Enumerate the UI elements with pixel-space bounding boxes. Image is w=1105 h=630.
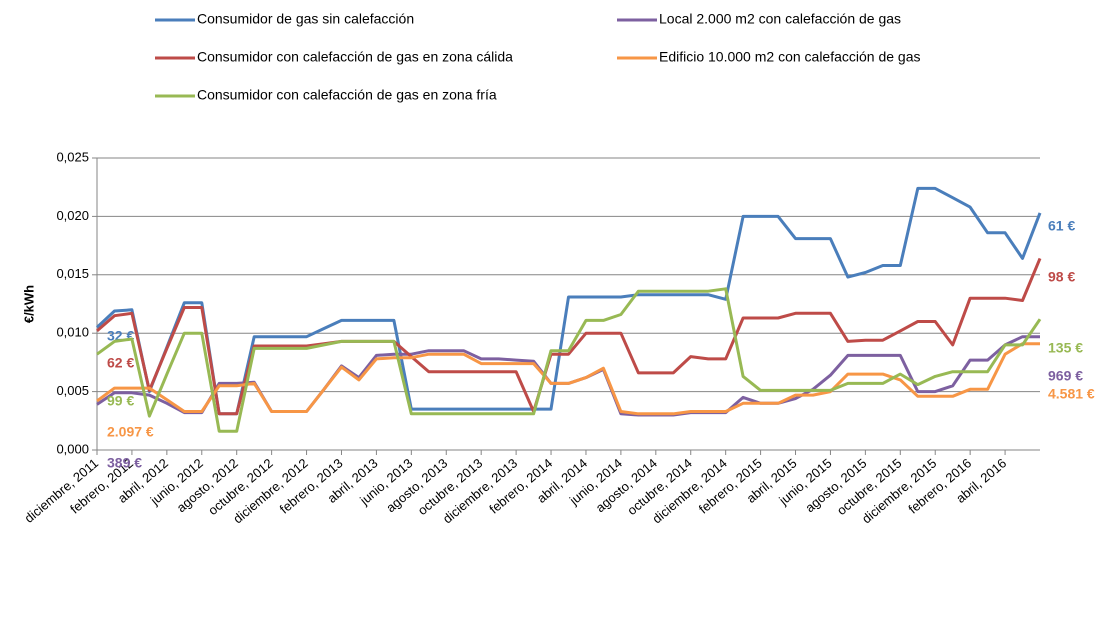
series-line bbox=[96, 257, 1042, 416]
legend-label: Consumidor con calefacción de gas en zon… bbox=[197, 87, 497, 103]
y-tick-label: 0,015 bbox=[56, 266, 89, 281]
y-tick-label: 0,010 bbox=[56, 325, 89, 340]
start-label: 62 € bbox=[107, 355, 134, 371]
series-line bbox=[96, 287, 1042, 433]
end-label: 969 € bbox=[1048, 368, 1083, 384]
y-tick-label: 0,000 bbox=[56, 441, 89, 456]
start-label: 99 € bbox=[107, 393, 134, 409]
legend-label: Consumidor de gas sin calefacción bbox=[197, 11, 414, 27]
y-tick-label: 0,025 bbox=[56, 149, 89, 164]
start-label: 2.097 € bbox=[107, 424, 154, 440]
y-axis-label: €/kWh bbox=[21, 285, 36, 323]
y-tick-label: 0,005 bbox=[56, 383, 89, 398]
legend-label: Local 2.000 m2 con calefacción de gas bbox=[659, 11, 901, 27]
start-label: 389 € bbox=[107, 455, 142, 471]
series-line bbox=[95, 186, 1042, 416]
end-label: 135 € bbox=[1048, 340, 1083, 356]
y-tick-label: 0,020 bbox=[56, 208, 89, 223]
legend-label: Consumidor con calefacción de gas en zon… bbox=[197, 49, 513, 65]
end-label: 61 € bbox=[1048, 218, 1075, 234]
series-line bbox=[96, 342, 1040, 416]
end-label: 98 € bbox=[1048, 269, 1075, 285]
legend-label: Edificio 10.000 m2 con calefacción de ga… bbox=[659, 49, 921, 65]
end-label: 4.581 € bbox=[1048, 386, 1095, 402]
